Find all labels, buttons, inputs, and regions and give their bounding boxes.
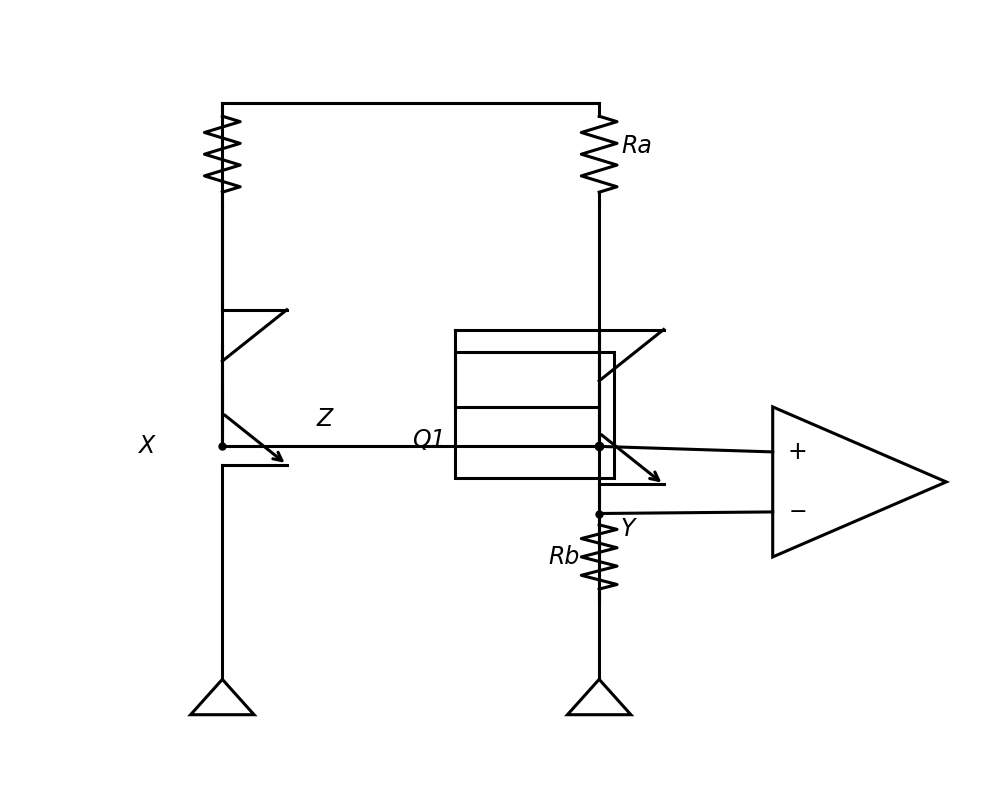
Text: +: + [788,440,807,464]
Text: −: − [788,502,807,522]
Text: X: X [138,434,154,458]
Text: Y: Y [621,517,635,542]
Text: Q1: Q1 [412,428,445,452]
Text: Ra: Ra [621,134,652,158]
Bar [455,352,614,478]
Text: Z: Z [317,407,333,431]
Text: Rb: Rb [548,545,579,569]
